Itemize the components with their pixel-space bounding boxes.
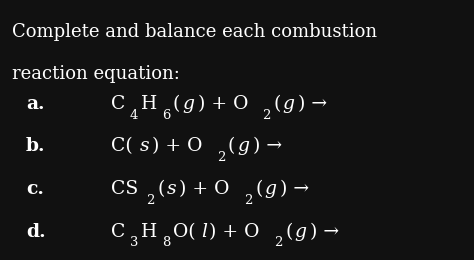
- Text: b.: b.: [26, 137, 46, 155]
- Text: 2: 2: [244, 194, 253, 207]
- Text: 6: 6: [162, 109, 170, 122]
- Text: H: H: [141, 95, 157, 113]
- Text: C(: C(: [111, 137, 133, 155]
- Text: ) →: ) →: [253, 137, 282, 155]
- Text: ) →: ) →: [310, 223, 339, 241]
- Text: d.: d.: [26, 223, 46, 241]
- Text: H: H: [141, 223, 157, 241]
- Text: 2: 2: [263, 109, 271, 122]
- Text: CS: CS: [111, 180, 138, 198]
- Text: a.: a.: [26, 95, 45, 113]
- Text: g: g: [182, 95, 194, 113]
- Text: (: (: [228, 137, 235, 155]
- Text: c.: c.: [26, 180, 44, 198]
- Text: 8: 8: [162, 237, 170, 250]
- Text: C: C: [111, 223, 126, 241]
- Text: l: l: [202, 223, 208, 241]
- Text: ) + O: ) + O: [210, 223, 260, 241]
- Text: 4: 4: [130, 109, 138, 122]
- Text: C: C: [111, 95, 126, 113]
- Text: (: (: [285, 223, 292, 241]
- Text: 3: 3: [130, 237, 138, 250]
- Text: g: g: [295, 223, 307, 241]
- Text: ) →: ) →: [298, 95, 328, 113]
- Text: (: (: [157, 180, 165, 198]
- Text: s: s: [139, 137, 149, 155]
- Text: reaction equation:: reaction equation:: [12, 65, 180, 83]
- Text: ) + O: ) + O: [152, 137, 202, 155]
- Text: ) →: ) →: [280, 180, 309, 198]
- Text: g: g: [264, 180, 277, 198]
- Text: s: s: [167, 180, 176, 198]
- Text: (: (: [173, 95, 180, 113]
- Text: O(: O(: [173, 223, 195, 241]
- Text: (: (: [273, 95, 281, 113]
- Text: Complete and balance each combustion: Complete and balance each combustion: [12, 23, 377, 41]
- Text: 2: 2: [146, 194, 155, 207]
- Text: ) + O: ) + O: [179, 180, 230, 198]
- Text: ) + O: ) + O: [198, 95, 248, 113]
- Text: g: g: [237, 137, 249, 155]
- Text: 2: 2: [274, 237, 283, 250]
- Text: (: (: [255, 180, 263, 198]
- Text: 2: 2: [217, 151, 225, 164]
- Text: g: g: [283, 95, 295, 113]
